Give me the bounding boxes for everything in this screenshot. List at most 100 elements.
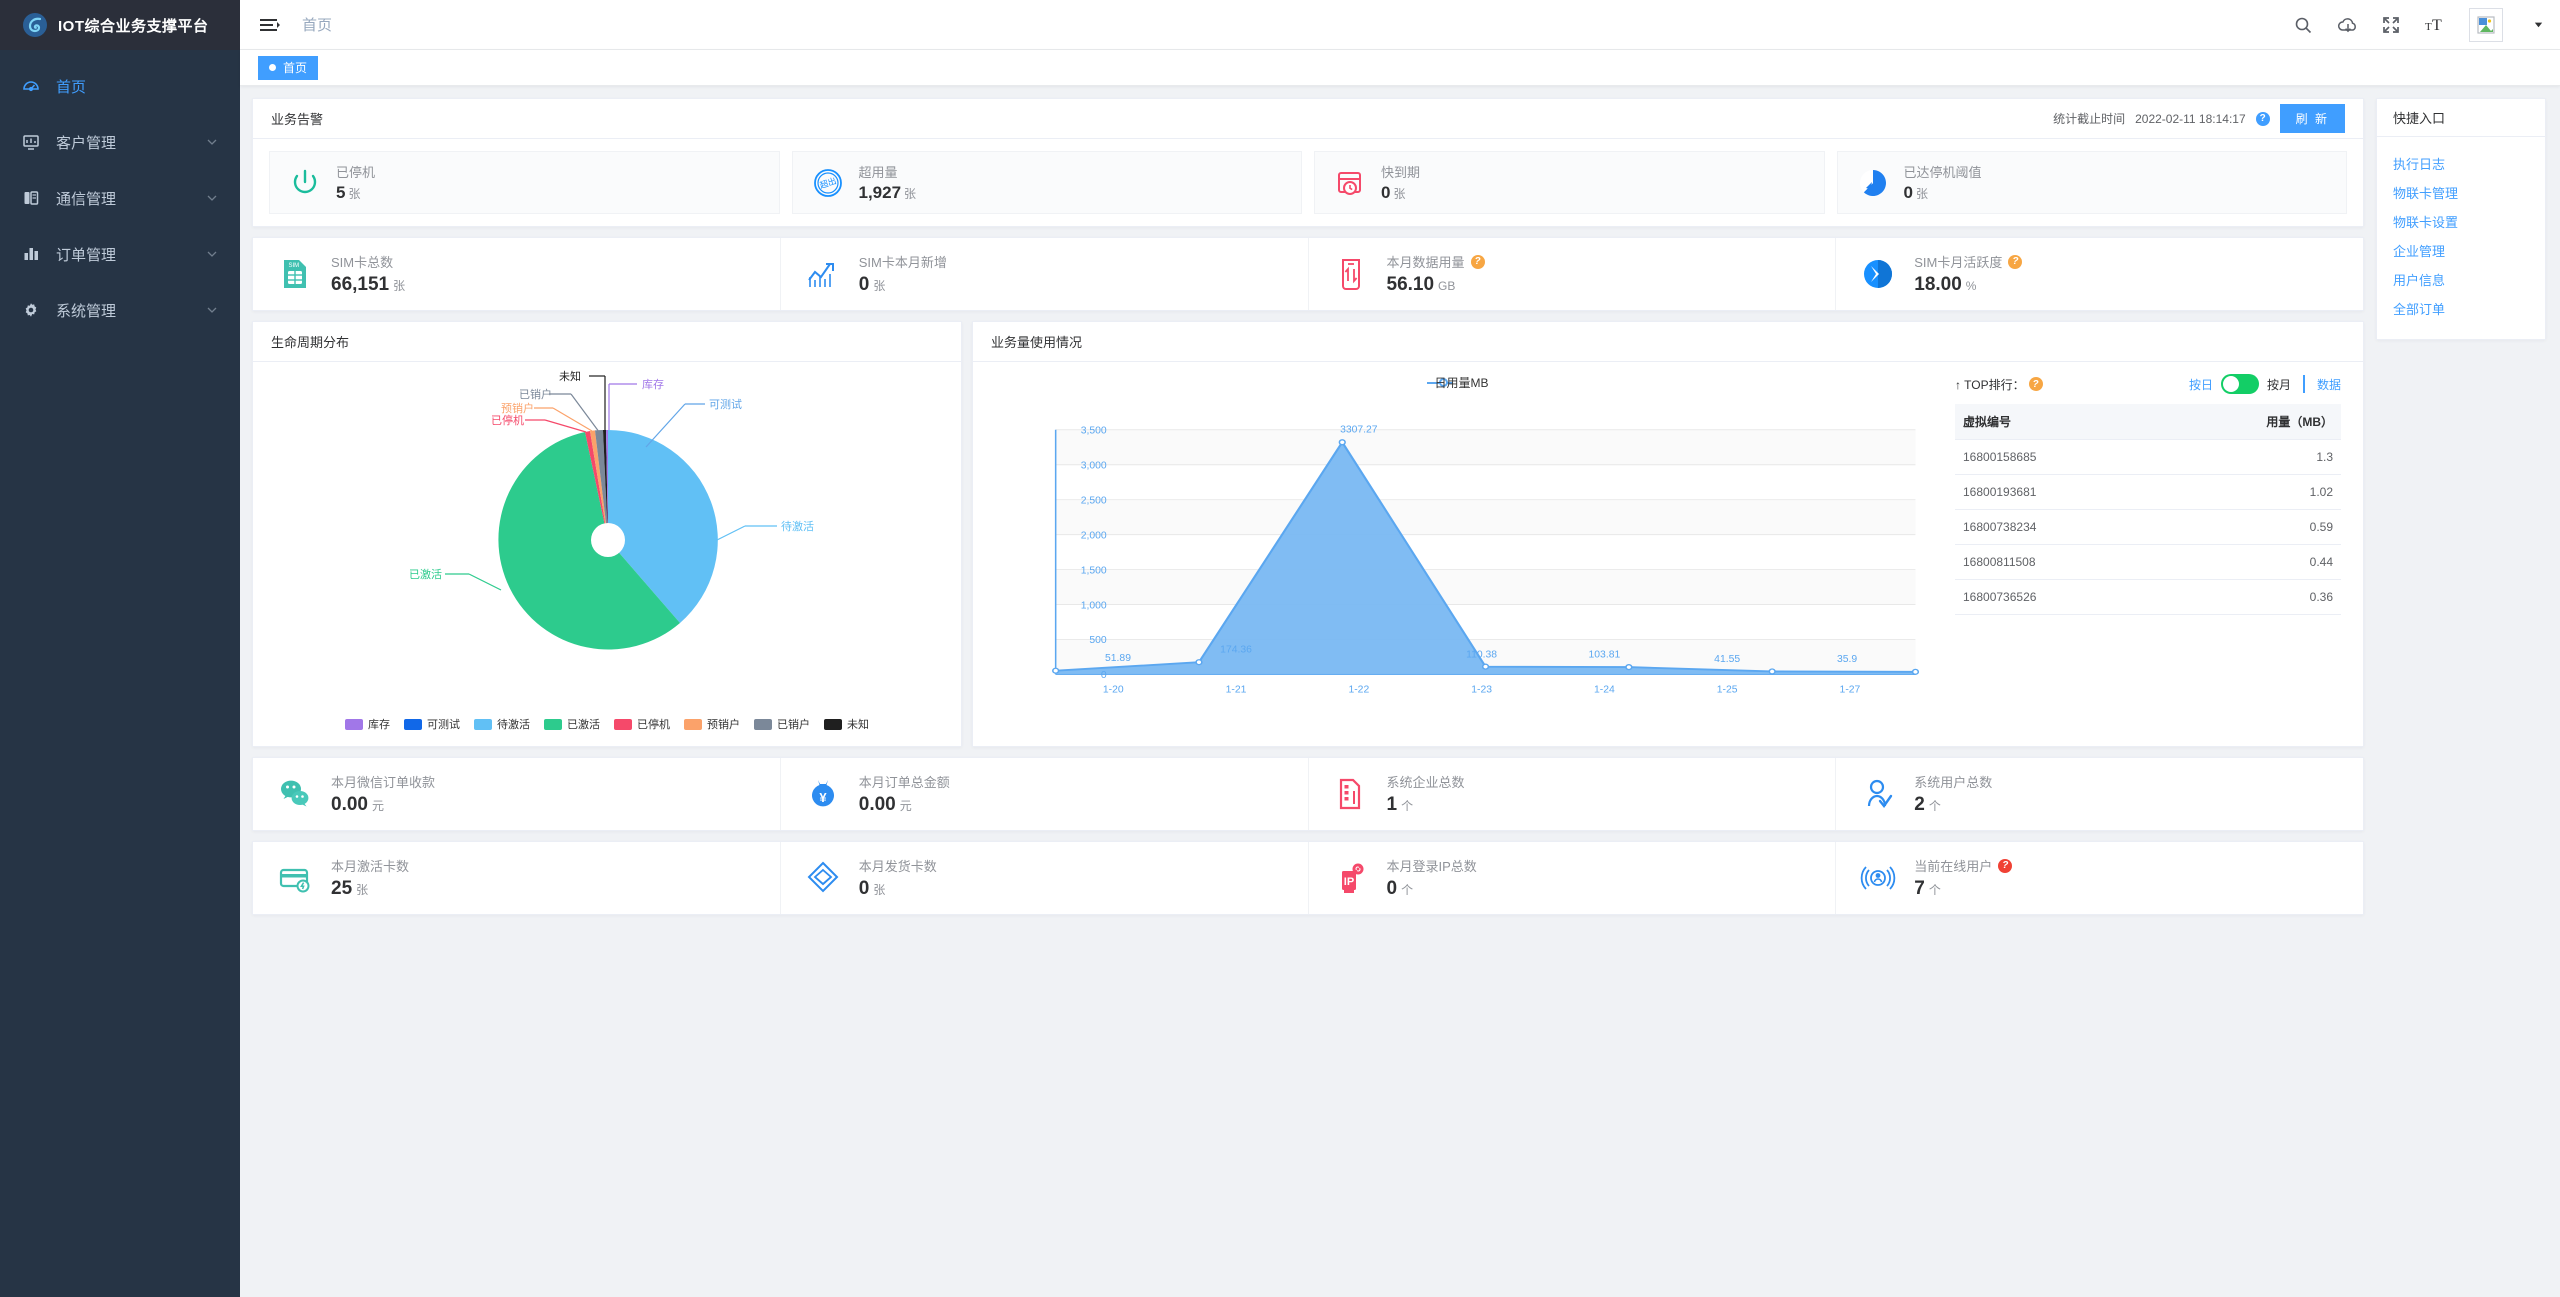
kpi-sim-total[interactable]: SIM SIM卡总数 66,151 张 xyxy=(253,238,781,310)
sidebar-item-order[interactable]: 订单管理 xyxy=(0,226,240,282)
lifecycle-donut-chart[interactable]: 库存 未知 已销户 xyxy=(253,362,961,712)
svg-text:1-25: 1-25 xyxy=(1717,684,1738,695)
table-row[interactable]: 16800158685 1.3 xyxy=(1955,439,2341,475)
switch-label-monthly[interactable]: 按月 xyxy=(2266,377,2291,392)
legend-swatch-icon xyxy=(754,718,772,730)
bar-chart-icon xyxy=(22,245,40,263)
table-row[interactable]: 16800193681 1.02 xyxy=(1955,474,2341,510)
search-icon[interactable] xyxy=(2293,15,2313,35)
dashboard-icon xyxy=(22,77,40,95)
cell-sn[interactable]: 16800811508 xyxy=(1955,544,2156,580)
kpi-label: 本月数据用量? xyxy=(1387,252,1485,271)
hamburger-icon[interactable] xyxy=(258,14,280,36)
divider xyxy=(2302,375,2305,393)
sim-card-icon: SIM xyxy=(275,254,315,294)
avatar-image-icon xyxy=(2475,14,2497,36)
svg-text:T: T xyxy=(2432,17,2442,34)
cell-usage: 1.3 xyxy=(2155,439,2341,475)
alert-tile-text: 超用量 1,927 张 xyxy=(859,162,917,203)
font-size-icon[interactable]: T T xyxy=(2425,15,2445,35)
legend-item[interactable]: 预销户 xyxy=(684,716,740,732)
fullscreen-icon[interactable] xyxy=(2381,15,2401,35)
sidebar-nav: 首页 客户管理 xyxy=(0,50,240,338)
topbar: 首页 xyxy=(240,0,2560,50)
tab-home[interactable]: 首页 xyxy=(258,55,319,80)
legend-item[interactable]: 库存 xyxy=(345,716,390,732)
kpi-label: SIM卡本月新增 xyxy=(858,255,947,270)
chevron-down-icon[interactable] xyxy=(2533,19,2544,30)
table-row[interactable]: 16800738234 0.59 xyxy=(1955,509,2341,545)
top-rank-header: ↑ TOP排行：? 按日 按月 数据 xyxy=(1955,374,2341,394)
legend-marker-icon xyxy=(1439,378,1449,387)
avatar[interactable] xyxy=(2469,7,2503,42)
sidebar-item-communication[interactable]: 通信管理 xyxy=(0,170,240,226)
chevron-down-icon xyxy=(206,248,218,260)
brand-header: IOT综合业务支撑平台 xyxy=(0,0,240,50)
table-row[interactable]: 16800811508 0.44 xyxy=(1955,544,2341,580)
sidebar-item-label: 客户管理 xyxy=(56,134,117,152)
kpi-activated-cards[interactable]: 本月激活卡数 25 张 xyxy=(253,842,781,914)
quick-link-exec-log[interactable]: 执行日志 xyxy=(2393,157,2446,172)
quick-link-enterprise-manage[interactable]: 企业管理 xyxy=(2393,244,2446,259)
quick-link-iot-card-manage[interactable]: 物联卡管理 xyxy=(2393,186,2459,201)
help-icon[interactable]: ? xyxy=(2255,111,2270,126)
help-icon[interactable]: ? xyxy=(2028,377,2043,391)
refresh-button[interactable]: 刷 新 xyxy=(2279,104,2345,133)
svg-text:1-20: 1-20 xyxy=(1103,684,1124,695)
data-link[interactable]: 数据 xyxy=(2316,377,2341,392)
cell-sn[interactable]: 16800736526 xyxy=(1955,579,2156,615)
switch-label-daily[interactable]: 按日 xyxy=(2188,377,2213,392)
legend-item[interactable]: 未知 xyxy=(824,716,869,732)
legend-item[interactable]: 已停机 xyxy=(614,716,670,732)
cell-sn[interactable]: 16800158685 xyxy=(1955,439,2156,475)
cell-sn[interactable]: 16800193681 xyxy=(1955,474,2156,510)
help-icon[interactable]: ? xyxy=(1998,858,2013,873)
topbar-actions: T T xyxy=(2293,7,2544,42)
cell-sn[interactable]: 16800738234 xyxy=(1955,509,2156,545)
kpi-order-total-amount[interactable]: ¥ 本月订单总金额 0.00 元 xyxy=(781,758,1309,830)
quick-link-user-info[interactable]: 用户信息 xyxy=(2393,273,2446,288)
svg-text:1-24: 1-24 xyxy=(1594,684,1615,695)
table-row[interactable]: 16800736526 0.36 xyxy=(1955,579,2341,615)
period-toggle-switch[interactable] xyxy=(2220,374,2259,394)
kpi-data-usage[interactable]: 本月数据用量? 56.10 GB xyxy=(1309,238,1837,310)
kpi-wechat-income[interactable]: 本月微信订单收款 0.00 元 xyxy=(253,758,781,830)
quick-link-iot-card-settings[interactable]: 物联卡设置 xyxy=(2393,215,2459,230)
daily-usage-area-chart[interactable]: 日用量MB xyxy=(973,362,1943,737)
tab-active-dot-icon xyxy=(269,64,276,71)
svg-text:35.9: 35.9 xyxy=(1837,654,1857,665)
legend-item[interactable]: 可测试 xyxy=(404,716,460,732)
svg-text:¥: ¥ xyxy=(819,790,827,805)
help-icon[interactable]: ? xyxy=(1470,254,1485,269)
kpi-value: 66,151 张 xyxy=(331,274,406,295)
cloud-download-icon[interactable] xyxy=(2337,15,2357,35)
legend-item[interactable]: 待激活 xyxy=(474,716,530,732)
quick-link-all-orders[interactable]: 全部订单 xyxy=(2393,302,2446,317)
kpi-sim-monthly-activity[interactable]: SIM卡月活跃度? 18.00% xyxy=(1836,238,2363,310)
sidebar-item-home[interactable]: 首页 xyxy=(0,58,240,114)
sidebar-item-system[interactable]: 系统管理 xyxy=(0,282,240,338)
legend-item[interactable]: 已销户 xyxy=(754,716,810,732)
help-icon[interactable]: ? xyxy=(2008,254,2023,269)
legend-item[interactable]: 已激活 xyxy=(544,716,600,732)
sidebar-item-customer[interactable]: 客户管理 xyxy=(0,114,240,170)
lifecycle-header: 生命周期分布 xyxy=(253,322,961,362)
alert-tile-overuse[interactable]: 超出 超用量 1,927 张 xyxy=(791,151,1302,214)
